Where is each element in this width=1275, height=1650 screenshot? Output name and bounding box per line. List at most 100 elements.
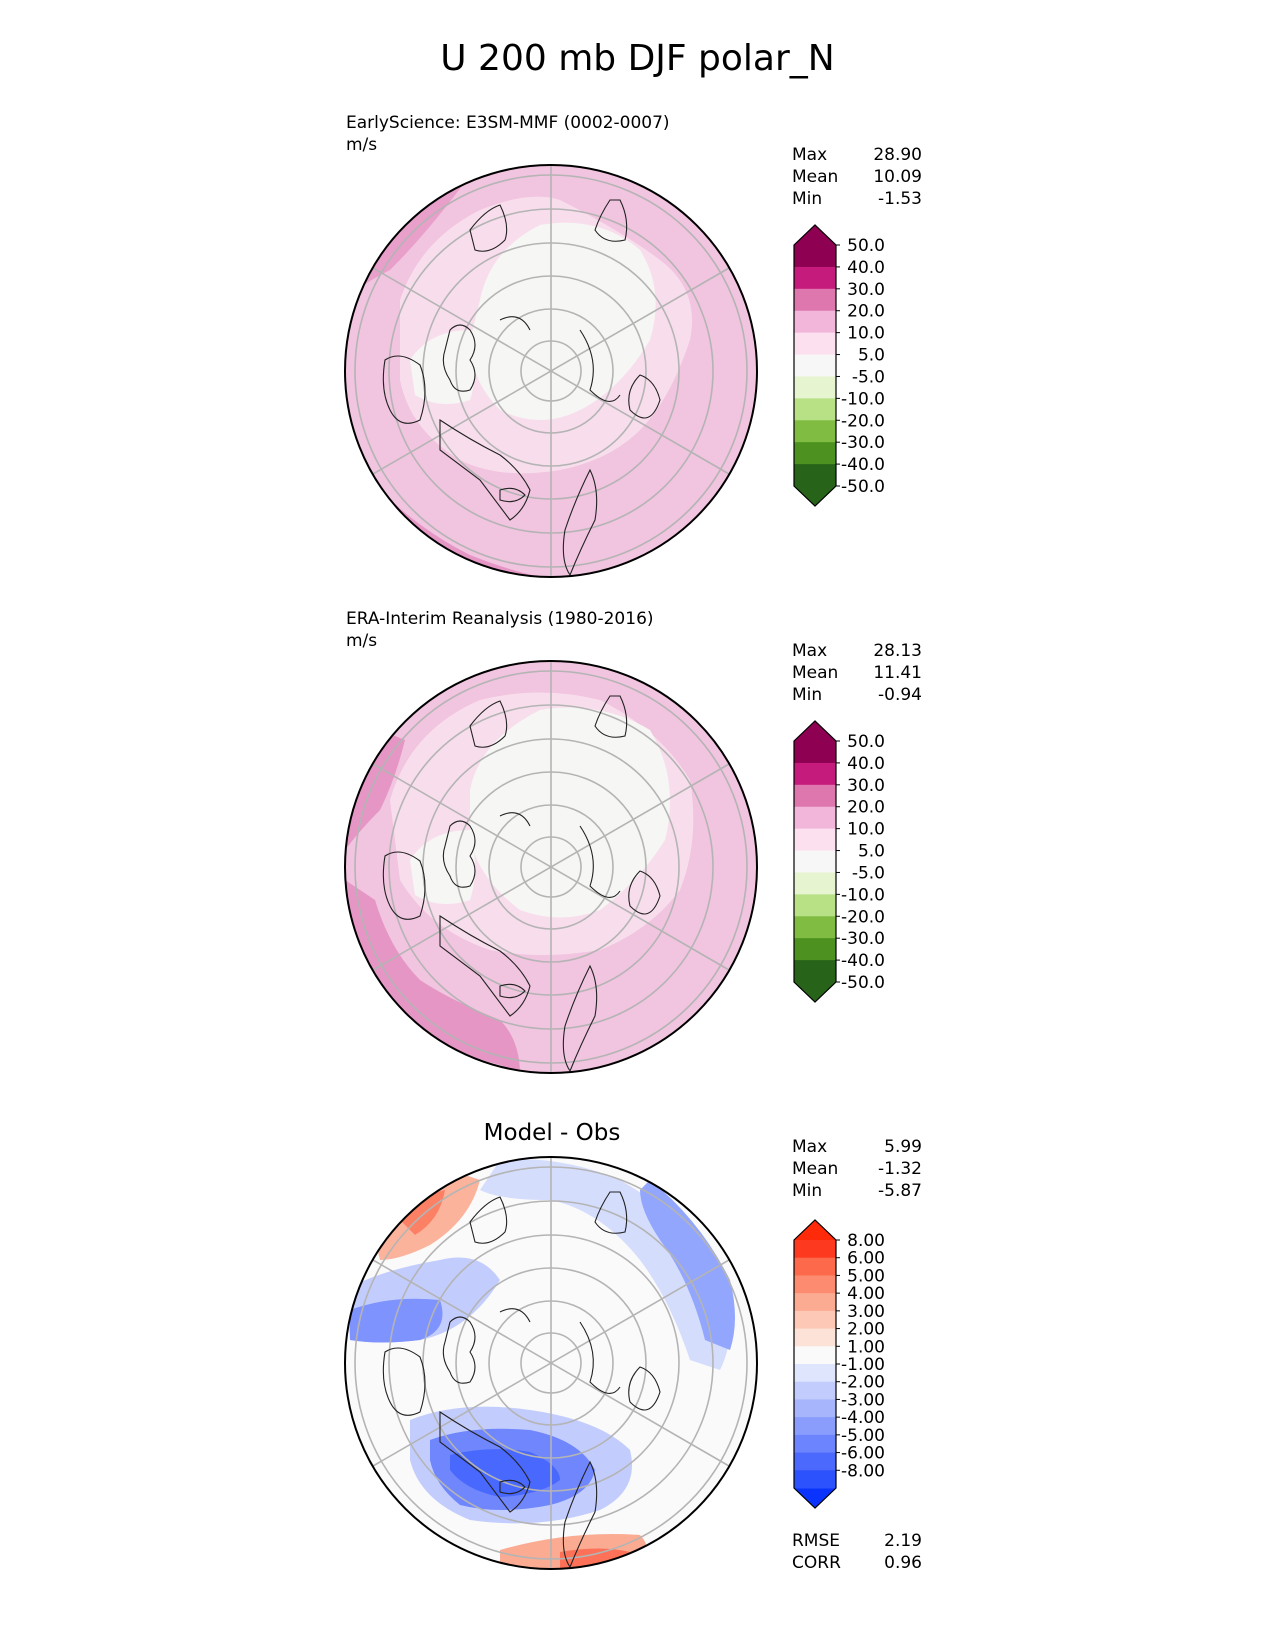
stat-value: -1.32 [878, 1159, 922, 1179]
colorbar-swatch [794, 1381, 836, 1400]
stat-label: Max [792, 641, 828, 661]
colorbar-tick-label: -5.0 [852, 863, 885, 883]
colorbar-swatch [794, 1470, 836, 1489]
colorbar-swatch [794, 332, 836, 356]
colorbar-swatch [794, 464, 836, 487]
stat-value: -5.87 [878, 1181, 922, 1201]
graticule [354, 661, 748, 1073]
colorbar-tick-label: 2.00 [847, 1320, 885, 1340]
model-panel-title: EarlyScience: E3SM-MMF (0002-0007) [346, 113, 670, 133]
colorbar-tick-label: 10.0 [847, 324, 885, 344]
stat-value: 28.90 [873, 145, 922, 165]
diff-colorbar: 8.006.005.004.003.002.001.00-1.00-2.00-3… [793, 1219, 885, 1509]
colorbar-tick-label: -5.0 [852, 367, 885, 387]
field-band-5-10 [470, 222, 656, 420]
colorbar-tick-label: 20.0 [847, 798, 885, 818]
diff-panel-title: Model - Obs [483, 1120, 621, 1146]
stat-label: Min [792, 685, 823, 705]
colorbar-swatch [794, 762, 836, 786]
stat-value: -1.53 [878, 189, 922, 209]
model-panel-units: m/s [346, 135, 378, 155]
colorbar-outline [793, 1219, 837, 1509]
stat-value: -0.94 [878, 685, 922, 705]
colorbar-tick-label: -10.0 [841, 389, 885, 409]
stat-label: Mean [792, 167, 839, 187]
coastlines [382, 695, 661, 1073]
colorbar-tick-label: -30.0 [841, 929, 885, 949]
colorbar-swatch [794, 1275, 836, 1294]
field-band-neg-2-3 [640, 1180, 735, 1350]
obs-colorbar: 50.040.030.020.010.05.0-5.0-10.0-20.0-30… [793, 720, 885, 1003]
colorbar-swatch [794, 938, 836, 961]
graticule [354, 1157, 748, 1569]
coastlines [382, 199, 661, 577]
stat-value: 10.09 [873, 167, 922, 187]
model-colorbar: 50.040.030.020.010.05.0-5.0-10.0-20.0-30… [793, 224, 885, 507]
obs-polar-map [344, 660, 758, 1074]
colorbar-tick-label: -5.00 [841, 1426, 885, 1446]
colorbar-tick-label: 50.0 [847, 732, 885, 752]
colorbar-extend-min [794, 486, 836, 506]
colorbar-extend-max [794, 1220, 836, 1240]
colorbar-extend-max [794, 225, 836, 245]
field-band-pos-4-6 [395, 1190, 445, 1235]
colorbar-tick-label: -1.00 [841, 1355, 885, 1375]
colorbar-tick-label: -20.0 [841, 907, 885, 927]
colorbar-swatch [794, 1452, 836, 1471]
colorbar-tick-label: -10.0 [841, 885, 885, 905]
colorbar-tick-label: 5.00 [847, 1266, 885, 1286]
metric-label: CORR [792, 1553, 841, 1573]
graticule [354, 165, 748, 577]
colorbar-tick-label: 30.0 [847, 280, 885, 300]
colorbar-tick-label: -50.0 [841, 477, 885, 497]
colorbar-swatch [794, 376, 836, 399]
colorbar-tick-label: 8.00 [847, 1231, 885, 1251]
obs-panel-units: m/s [346, 631, 378, 651]
colorbar-extend-min [794, 982, 836, 1002]
colorbar-swatch [794, 894, 836, 917]
colorbar-tick-label: 50.0 [847, 236, 885, 256]
colorbar-tick-label: -30.0 [841, 433, 885, 453]
colorbar-swatch [794, 1417, 836, 1436]
diff-stats: Max 5.99 Mean -1.32 Min -5.87 [792, 1136, 922, 1202]
stat-value: 28.13 [873, 641, 922, 661]
colorbar-tick-label: -20.0 [841, 411, 885, 431]
field-band-neg-5-6 [450, 1449, 560, 1497]
map-boundary [344, 660, 758, 1074]
colorbar-tick-label: 5.0 [858, 842, 885, 862]
colorbar-tick-label: -3.00 [841, 1390, 885, 1410]
colorbar-swatch [794, 1293, 836, 1312]
stat-label: Min [792, 189, 823, 209]
stat-label: Max [792, 145, 828, 165]
colorbar-tick-label: 40.0 [847, 258, 885, 278]
colorbar-swatch [794, 442, 836, 465]
colorbar-swatch [794, 916, 836, 939]
colorbar-swatch [794, 1399, 836, 1418]
metric-label: RMSE [792, 1531, 841, 1551]
metric-value: 0.96 [884, 1553, 922, 1573]
colorbar-tick-label: 30.0 [847, 776, 885, 796]
colorbar-swatch [794, 420, 836, 443]
field-band-5-10 [410, 830, 475, 904]
field-band-neg-2-3 [350, 1298, 443, 1343]
colorbar-swatch [794, 1257, 836, 1276]
colorbar-swatch [794, 288, 836, 312]
diff-metrics: RMSE 2.19 CORR 0.96 [792, 1530, 922, 1574]
colorbar-swatch [794, 806, 836, 830]
colorbar-tick-label: 10.0 [847, 820, 885, 840]
colorbar-swatch [794, 1328, 836, 1347]
model-stats: Max 28.90 Mean 10.09 Min -1.53 [792, 144, 922, 210]
colorbar-swatch [794, 960, 836, 983]
colorbar-tick-label: -2.00 [841, 1373, 885, 1393]
colorbar-swatch [794, 872, 836, 895]
colorbar-tick-label: 4.00 [847, 1284, 885, 1304]
colorbar-tick-label: 6.00 [847, 1249, 885, 1269]
colorbar-swatch [794, 1240, 836, 1259]
obs-stats: Max 28.13 Mean 11.41 Min -0.94 [792, 640, 922, 706]
colorbar-swatch [794, 1364, 836, 1383]
colorbar-swatch [794, 266, 836, 290]
colorbar-swatch [794, 741, 836, 764]
stat-value: 5.99 [884, 1137, 922, 1157]
colorbar-swatch [794, 784, 836, 808]
